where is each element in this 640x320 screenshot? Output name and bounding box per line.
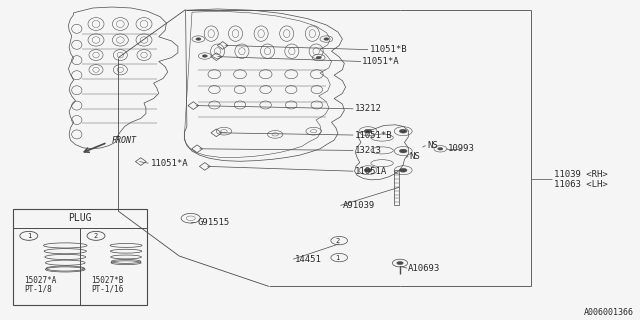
Circle shape (196, 38, 201, 40)
Circle shape (399, 129, 407, 133)
Text: A006001366: A006001366 (584, 308, 634, 317)
Text: 15027*B: 15027*B (92, 276, 124, 285)
Circle shape (364, 129, 372, 133)
Bar (394, 170, 399, 205)
Text: 13213: 13213 (355, 146, 382, 155)
Text: FRONT: FRONT (112, 136, 137, 145)
Text: A10693: A10693 (408, 264, 440, 273)
Text: A91039: A91039 (342, 201, 374, 210)
Circle shape (399, 149, 407, 153)
Circle shape (397, 261, 403, 265)
Circle shape (316, 56, 321, 59)
Text: 1: 1 (27, 233, 31, 239)
Text: 1: 1 (335, 255, 339, 260)
Text: 14451: 14451 (294, 255, 321, 264)
Text: PLUG: PLUG (68, 213, 92, 223)
Text: 10993: 10993 (448, 144, 475, 153)
Text: 11051A: 11051A (355, 167, 387, 176)
Text: 13212: 13212 (355, 104, 382, 113)
Text: 11051*B: 11051*B (355, 131, 393, 140)
Text: 11063 <LH>: 11063 <LH> (554, 180, 607, 188)
Text: 11051*A: 11051*A (362, 57, 400, 66)
Text: 11039 <RH>: 11039 <RH> (554, 170, 607, 179)
Circle shape (324, 38, 329, 40)
Circle shape (202, 55, 207, 57)
Text: 15027*A: 15027*A (24, 276, 57, 285)
Text: G91515: G91515 (197, 218, 229, 227)
Text: PT-1/8: PT-1/8 (24, 284, 52, 293)
Text: 2: 2 (94, 233, 98, 239)
Text: PT-1/16: PT-1/16 (92, 284, 124, 293)
Circle shape (399, 168, 407, 172)
Bar (13, 209, 147, 305)
Text: 2: 2 (335, 238, 339, 244)
Circle shape (438, 148, 443, 150)
Circle shape (364, 168, 372, 172)
Text: NS: NS (428, 141, 438, 150)
Text: NS: NS (410, 152, 420, 161)
Text: 11051*B: 11051*B (370, 45, 408, 54)
Text: 11051*A: 11051*A (150, 159, 188, 168)
